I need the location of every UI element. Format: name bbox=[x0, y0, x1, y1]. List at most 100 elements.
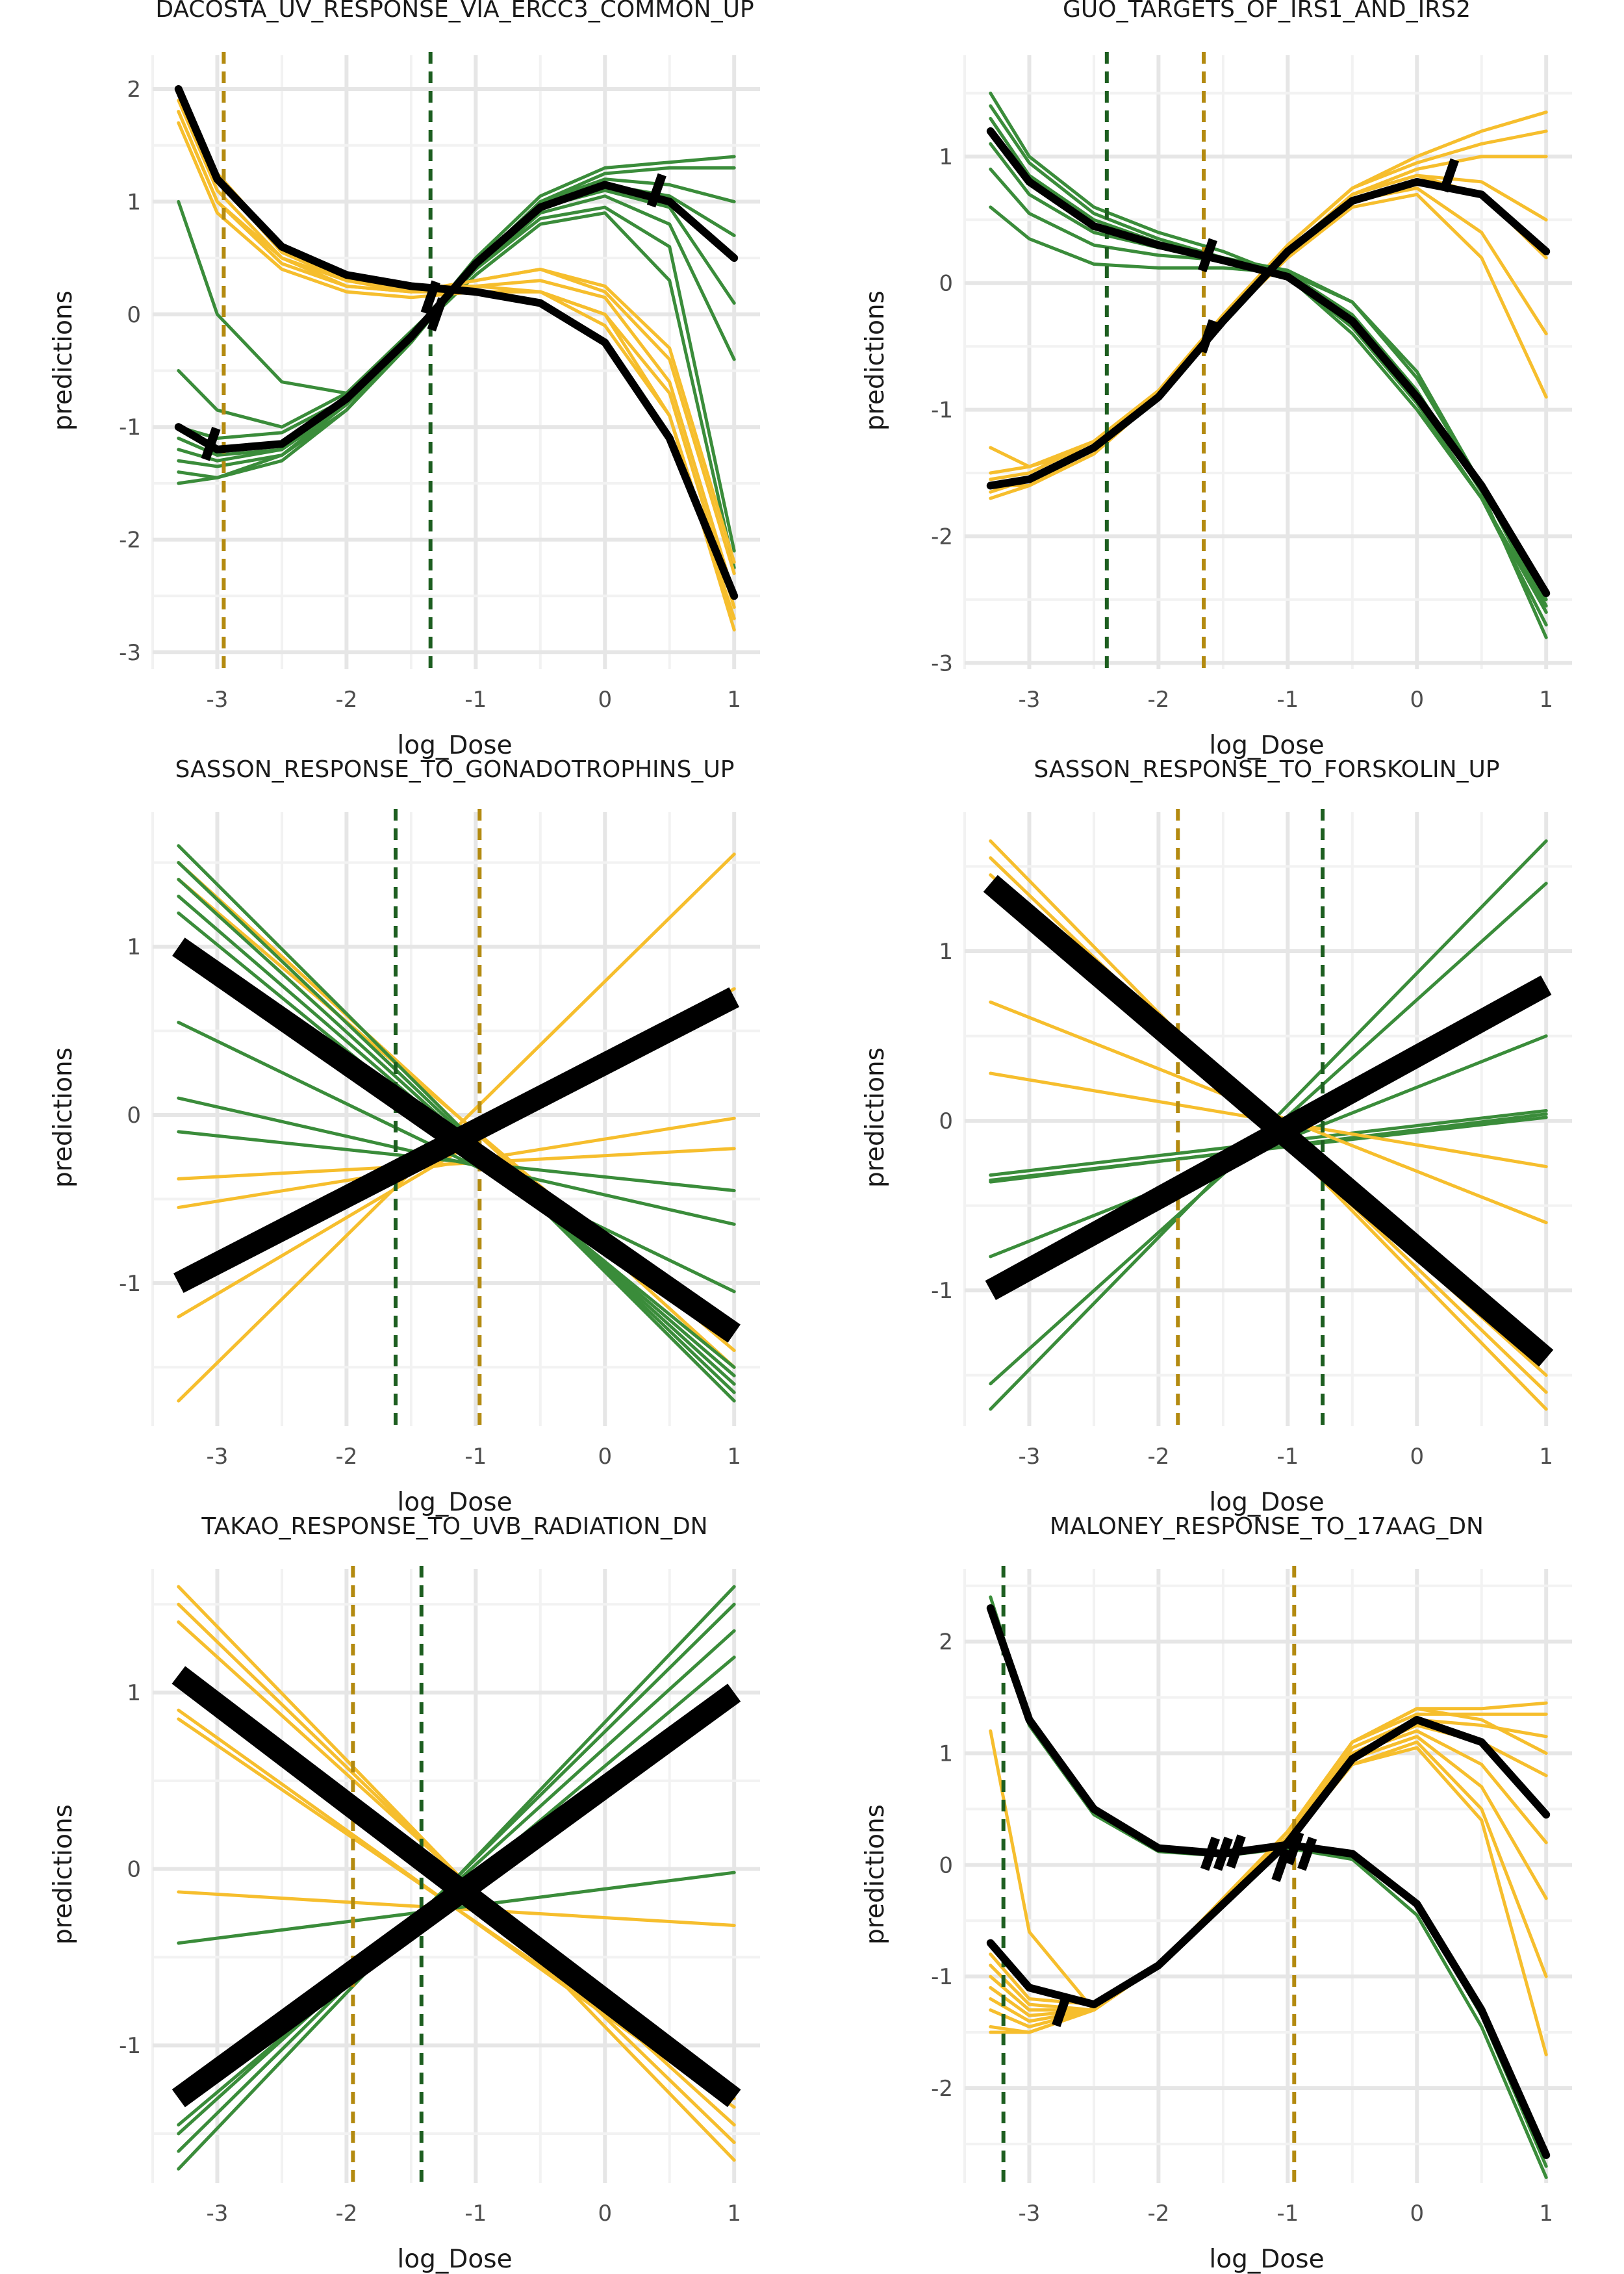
y-tick-label: 0 bbox=[127, 1857, 141, 1883]
series-group bbox=[172, 809, 741, 1429]
series-group bbox=[171, 1566, 741, 2186]
y-tick-label: -2 bbox=[119, 528, 141, 554]
dose-marker bbox=[427, 297, 447, 332]
dose-marker bbox=[1213, 1836, 1233, 1871]
dose-marker bbox=[1197, 319, 1218, 353]
y-tick-label: -1 bbox=[119, 1271, 141, 1297]
x-tick-label: -1 bbox=[464, 2201, 487, 2227]
plot-area: -3 -2 -1 0 1 -3 -2 -1 0 1 bbox=[931, 52, 1572, 713]
y-tick-label: 1 bbox=[939, 144, 953, 170]
x-axis-label: log_Dose bbox=[397, 731, 512, 760]
y-tick-label: -3 bbox=[931, 650, 953, 676]
panel-takao: TAKAO_RESPONSE_TO_UVB_RADIATION_DN -3 -2-… bbox=[49, 1513, 760, 2274]
y-tick-label: -1 bbox=[931, 1278, 953, 1304]
x-tick-label: -2 bbox=[1147, 1444, 1169, 1470]
x-tick-label: -3 bbox=[1019, 687, 1041, 713]
x-tick-label: 1 bbox=[727, 1444, 741, 1470]
dose-marker bbox=[1297, 1836, 1317, 1871]
x-tick-label: 1 bbox=[727, 2201, 741, 2227]
summary-line bbox=[986, 1715, 1551, 2009]
summary-line bbox=[985, 975, 1552, 1301]
x-tick-label: -3 bbox=[1019, 2201, 1041, 2227]
plot-area: -3 -2 -1 0 1 -1 0 1 bbox=[119, 809, 760, 1470]
y-axis-label: predictions bbox=[49, 290, 78, 431]
dose-marker bbox=[1284, 1831, 1304, 1865]
y-tick-label: 1 bbox=[127, 934, 141, 960]
series-line-green bbox=[177, 844, 736, 1403]
y-tick-label: 2 bbox=[939, 1629, 953, 1655]
summary-line bbox=[983, 875, 1554, 1367]
y-tick-label: 0 bbox=[127, 302, 141, 328]
y-axis-label: predictions bbox=[49, 1804, 78, 1945]
panel-guo: GUO_TARGETS_OF_IRS1_AND_IRS2 -3 -2 -1 0 1-3-… bbox=[861, 0, 1572, 760]
y-tick-label: 1 bbox=[939, 1741, 953, 1767]
dose-marker bbox=[1271, 1848, 1291, 1882]
x-tick-label: -1 bbox=[464, 687, 487, 713]
y-tick-label: -1 bbox=[931, 1964, 953, 1990]
x-tick-label: -2 bbox=[335, 687, 357, 713]
panel-title: MALONEY_RESPONSE_TO_17AAG_DN bbox=[1050, 1513, 1484, 1540]
dose-marker bbox=[1052, 1993, 1072, 2027]
y-tick-label: 1 bbox=[939, 939, 953, 965]
x-axis-label: log_Dose bbox=[1209, 2245, 1324, 2274]
y-tick-label: 2 bbox=[127, 77, 141, 103]
panel-title: DACOSTA_UV_RESPONSE_VIA_ERCC3_COMMON_UP bbox=[155, 0, 754, 23]
x-tick-label: 0 bbox=[1410, 687, 1424, 713]
y-tick-label: -2 bbox=[931, 524, 953, 550]
y-tick-label: -3 bbox=[119, 640, 141, 666]
summary-line bbox=[986, 127, 1551, 598]
x-tick-label: -3 bbox=[207, 687, 229, 713]
series-line-yellow bbox=[177, 1147, 736, 1181]
x-tick-label: 0 bbox=[598, 2201, 612, 2227]
dose-marker bbox=[201, 426, 221, 461]
series-group bbox=[986, 1566, 1551, 2186]
x-tick-label: -3 bbox=[207, 2201, 229, 2227]
dose-marker bbox=[1440, 158, 1460, 193]
plot-area: -3 -2 -1 0 1 -1 0 1 bbox=[931, 809, 1572, 1470]
x-tick-label: -2 bbox=[335, 1444, 357, 1470]
x-axis-label: log_Dose bbox=[1209, 731, 1324, 760]
grid bbox=[151, 55, 760, 669]
x-tick-label: 1 bbox=[1539, 687, 1553, 713]
y-axis-label: predictions bbox=[861, 1804, 890, 1945]
x-tick-label: -3 bbox=[207, 1444, 229, 1470]
summary-line bbox=[171, 1683, 741, 2108]
x-axis-label: log_Dose bbox=[397, 2245, 512, 2274]
dose-marker bbox=[420, 280, 440, 315]
summary-line bbox=[986, 1604, 1551, 2160]
y-tick-label: 0 bbox=[939, 1852, 953, 1878]
series-group bbox=[983, 809, 1554, 1429]
x-tick-label: -1 bbox=[464, 1444, 487, 1470]
x-tick-label: 0 bbox=[598, 687, 612, 713]
x-axis-label: log_Dose bbox=[1209, 1488, 1324, 1517]
y-axis-label: predictions bbox=[861, 1047, 890, 1188]
x-tick-label: 0 bbox=[598, 1444, 612, 1470]
y-tick-label: -1 bbox=[931, 398, 953, 424]
x-tick-label: 1 bbox=[1539, 2201, 1553, 2227]
panel-title: SASSON_RESPONSE_TO_GONADOTROPHINS_UP bbox=[175, 756, 734, 783]
dose-marker bbox=[1197, 238, 1218, 273]
plot-area: -3 -2 -1 0 1 -3 -2 -1 0 1 2 bbox=[119, 52, 760, 713]
x-tick-label: -1 bbox=[1276, 2201, 1299, 2227]
x-tick-label: -2 bbox=[335, 2201, 357, 2227]
dose-marker bbox=[1200, 1836, 1220, 1871]
x-tick-label: 0 bbox=[1410, 2201, 1424, 2227]
dose-marker bbox=[1226, 1834, 1246, 1869]
y-axis-label: predictions bbox=[861, 290, 890, 431]
y-tick-label: 1 bbox=[127, 1680, 141, 1706]
y-axis-label: predictions bbox=[49, 1047, 78, 1188]
panel-title: GUO_TARGETS_OF_IRS1_AND_IRS2 bbox=[1063, 0, 1471, 23]
y-tick-label: 1 bbox=[127, 189, 141, 215]
y-tick-label: -1 bbox=[119, 415, 141, 441]
plot-area: -3 -2 -1 0 1 -2 -1 0 1 2 bbox=[931, 1566, 1572, 2227]
y-tick-label: 0 bbox=[939, 271, 953, 297]
summary-line bbox=[174, 85, 739, 600]
x-tick-label: 1 bbox=[1539, 1444, 1553, 1470]
panel-sasson-gonadotrophins: SASSON_RESPONSE_TO_GONADOTROPHINS_UP -3 -… bbox=[49, 756, 760, 1517]
y-tick-label: -2 bbox=[931, 2076, 953, 2102]
y-tick-label: -1 bbox=[119, 2033, 141, 2059]
series-line-green bbox=[177, 1130, 736, 1193]
summary-line bbox=[172, 938, 741, 1343]
panel-maloney: MALONEY_RESPONSE_TO_17AAG_DN -3 -2 -1 0 1-2-… bbox=[861, 1513, 1572, 2274]
